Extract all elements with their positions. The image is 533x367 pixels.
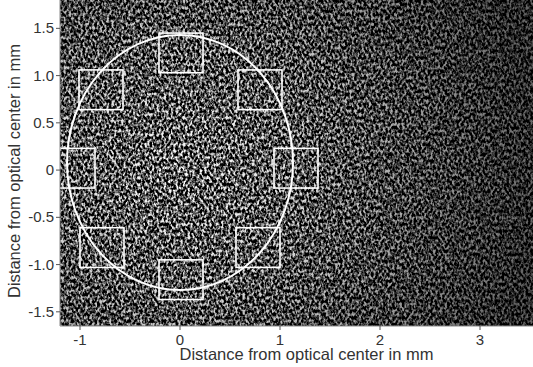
- y-tick-label: -0.5: [28, 208, 54, 225]
- region-box: [238, 70, 282, 110]
- y-tick: [56, 122, 60, 123]
- x-tick: [280, 326, 281, 330]
- x-axis-label: Distance from optical center in mm: [179, 345, 433, 363]
- y-tick: [56, 217, 60, 218]
- intensity-falloff: [60, 0, 533, 326]
- image-background: [60, 0, 533, 326]
- region-box: [236, 228, 280, 268]
- x-tick: [180, 326, 181, 330]
- y-tick-label: 1.0: [33, 67, 54, 84]
- x-axis-line: [60, 326, 533, 327]
- x-tick: [80, 326, 81, 330]
- x-tick: [480, 326, 481, 330]
- region-box: [159, 260, 203, 300]
- x-tick-label: -1: [73, 331, 86, 348]
- y-axis-label: Distance from optical center in mm: [5, 44, 23, 298]
- speckle-image: [60, 0, 533, 326]
- y-tick: [56, 28, 60, 29]
- region-box: [274, 148, 318, 188]
- region-box: [79, 70, 123, 110]
- y-tick: [56, 75, 60, 76]
- y-tick-label: -1.0: [28, 256, 54, 273]
- region-box: [60, 148, 95, 188]
- y-tick-label: 0.5: [33, 114, 54, 131]
- plot-area: [60, 0, 533, 326]
- y-tick: [56, 264, 60, 265]
- y-tick: [56, 170, 60, 171]
- y-tick: [56, 311, 60, 312]
- y-tick-label: 1.5: [33, 19, 54, 36]
- y-tick-label: -1.5: [28, 303, 54, 320]
- x-tick: [380, 326, 381, 330]
- y-tick-label: 0: [46, 161, 54, 178]
- y-axis-line: [60, 0, 61, 326]
- region-box: [159, 33, 203, 73]
- x-tick-label: 3: [476, 331, 484, 348]
- chart: -10123-1.5-1.0-0.500.51.01.5Distance fro…: [0, 0, 533, 367]
- region-box: [80, 228, 124, 268]
